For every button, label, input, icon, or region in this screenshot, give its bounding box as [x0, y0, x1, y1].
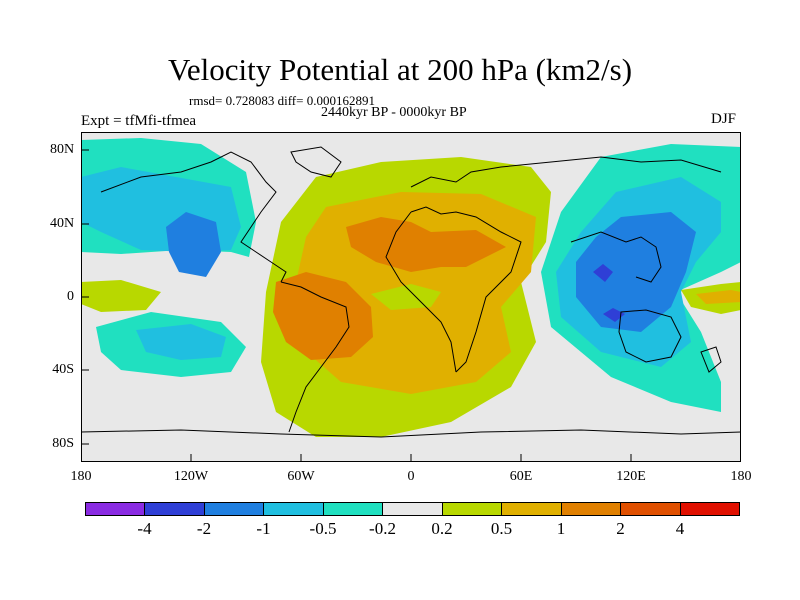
colorbar-swatch: [145, 503, 205, 515]
contour-west-pacific-neg1: [166, 212, 221, 277]
colorbar-label: -1: [256, 519, 271, 538]
x-tick-120w: 120W: [173, 469, 209, 484]
contour-east-pos05: [696, 290, 741, 304]
colorbar-label: -2: [196, 519, 212, 538]
coastlines: [81, 146, 741, 438]
contour-west-pos02: [81, 280, 161, 312]
x-tick-180e: 180: [730, 469, 752, 484]
colorbar: [85, 502, 740, 516]
colorbar-swatch: [264, 503, 324, 515]
y-tick-40n: 40N: [50, 216, 75, 231]
colorbar-swatch: [442, 503, 503, 515]
x-tick-180w: 180: [70, 469, 92, 484]
colorbar-label: -4: [137, 519, 152, 538]
experiment-label: Expt = tfMfi-tfmea: [81, 113, 197, 129]
colorbar-swatch: [383, 503, 443, 515]
colorbar-label: 2: [616, 519, 625, 538]
colorbar-label: 0.2: [431, 519, 453, 538]
rmsd-diff-label: rmsd= 0.728083 diff= 0.000162891: [189, 93, 375, 108]
contour-east-neg2-south: [603, 308, 625, 322]
x-tick-60e: 60E: [509, 469, 533, 484]
colorbar-swatch: [621, 503, 681, 515]
x-tick-0: 0: [407, 469, 415, 484]
x-tick-120e: 120E: [616, 469, 646, 484]
colorbar-label: -0.2: [369, 519, 396, 538]
season-label: DJF: [711, 111, 737, 127]
colorbar-label: 4: [675, 519, 685, 538]
velocity-potential-map: [81, 132, 741, 462]
contour-east-neg1: [576, 212, 696, 332]
colorbar-swatch: [86, 503, 146, 515]
y-tick-40s: 40S: [52, 362, 74, 377]
colorbar-label: -0.5: [309, 519, 337, 538]
y-tick-80n: 80N: [50, 142, 75, 157]
y-tick-80s: 80S: [52, 436, 74, 451]
period-label: 2440kyr BP - 0000kyr BP: [321, 105, 467, 120]
contour-east-neg2-north: [593, 264, 613, 282]
colorbar-swatch: [680, 503, 739, 515]
colorbar-swatch: [323, 503, 384, 515]
contour-samerica-pos1: [273, 272, 373, 360]
contour-south-pacific-neg05: [136, 324, 226, 360]
colorbar-swatch: [502, 503, 562, 515]
colorbar-swatch: [561, 503, 622, 515]
contour-atlantic-pos02-inner: [371, 284, 441, 310]
colorbar-swatch: [204, 503, 265, 515]
contour-africa-pos1: [346, 217, 506, 272]
y-tick-0: 0: [67, 289, 74, 304]
x-tick-60w: 60W: [287, 469, 315, 484]
colorbar-label: 1: [556, 519, 566, 538]
colorbar-label: 0.5: [490, 519, 513, 538]
map-title: Velocity Potential at 200 hPa (km2/s): [167, 52, 633, 87]
map-ticks: [81, 149, 741, 462]
